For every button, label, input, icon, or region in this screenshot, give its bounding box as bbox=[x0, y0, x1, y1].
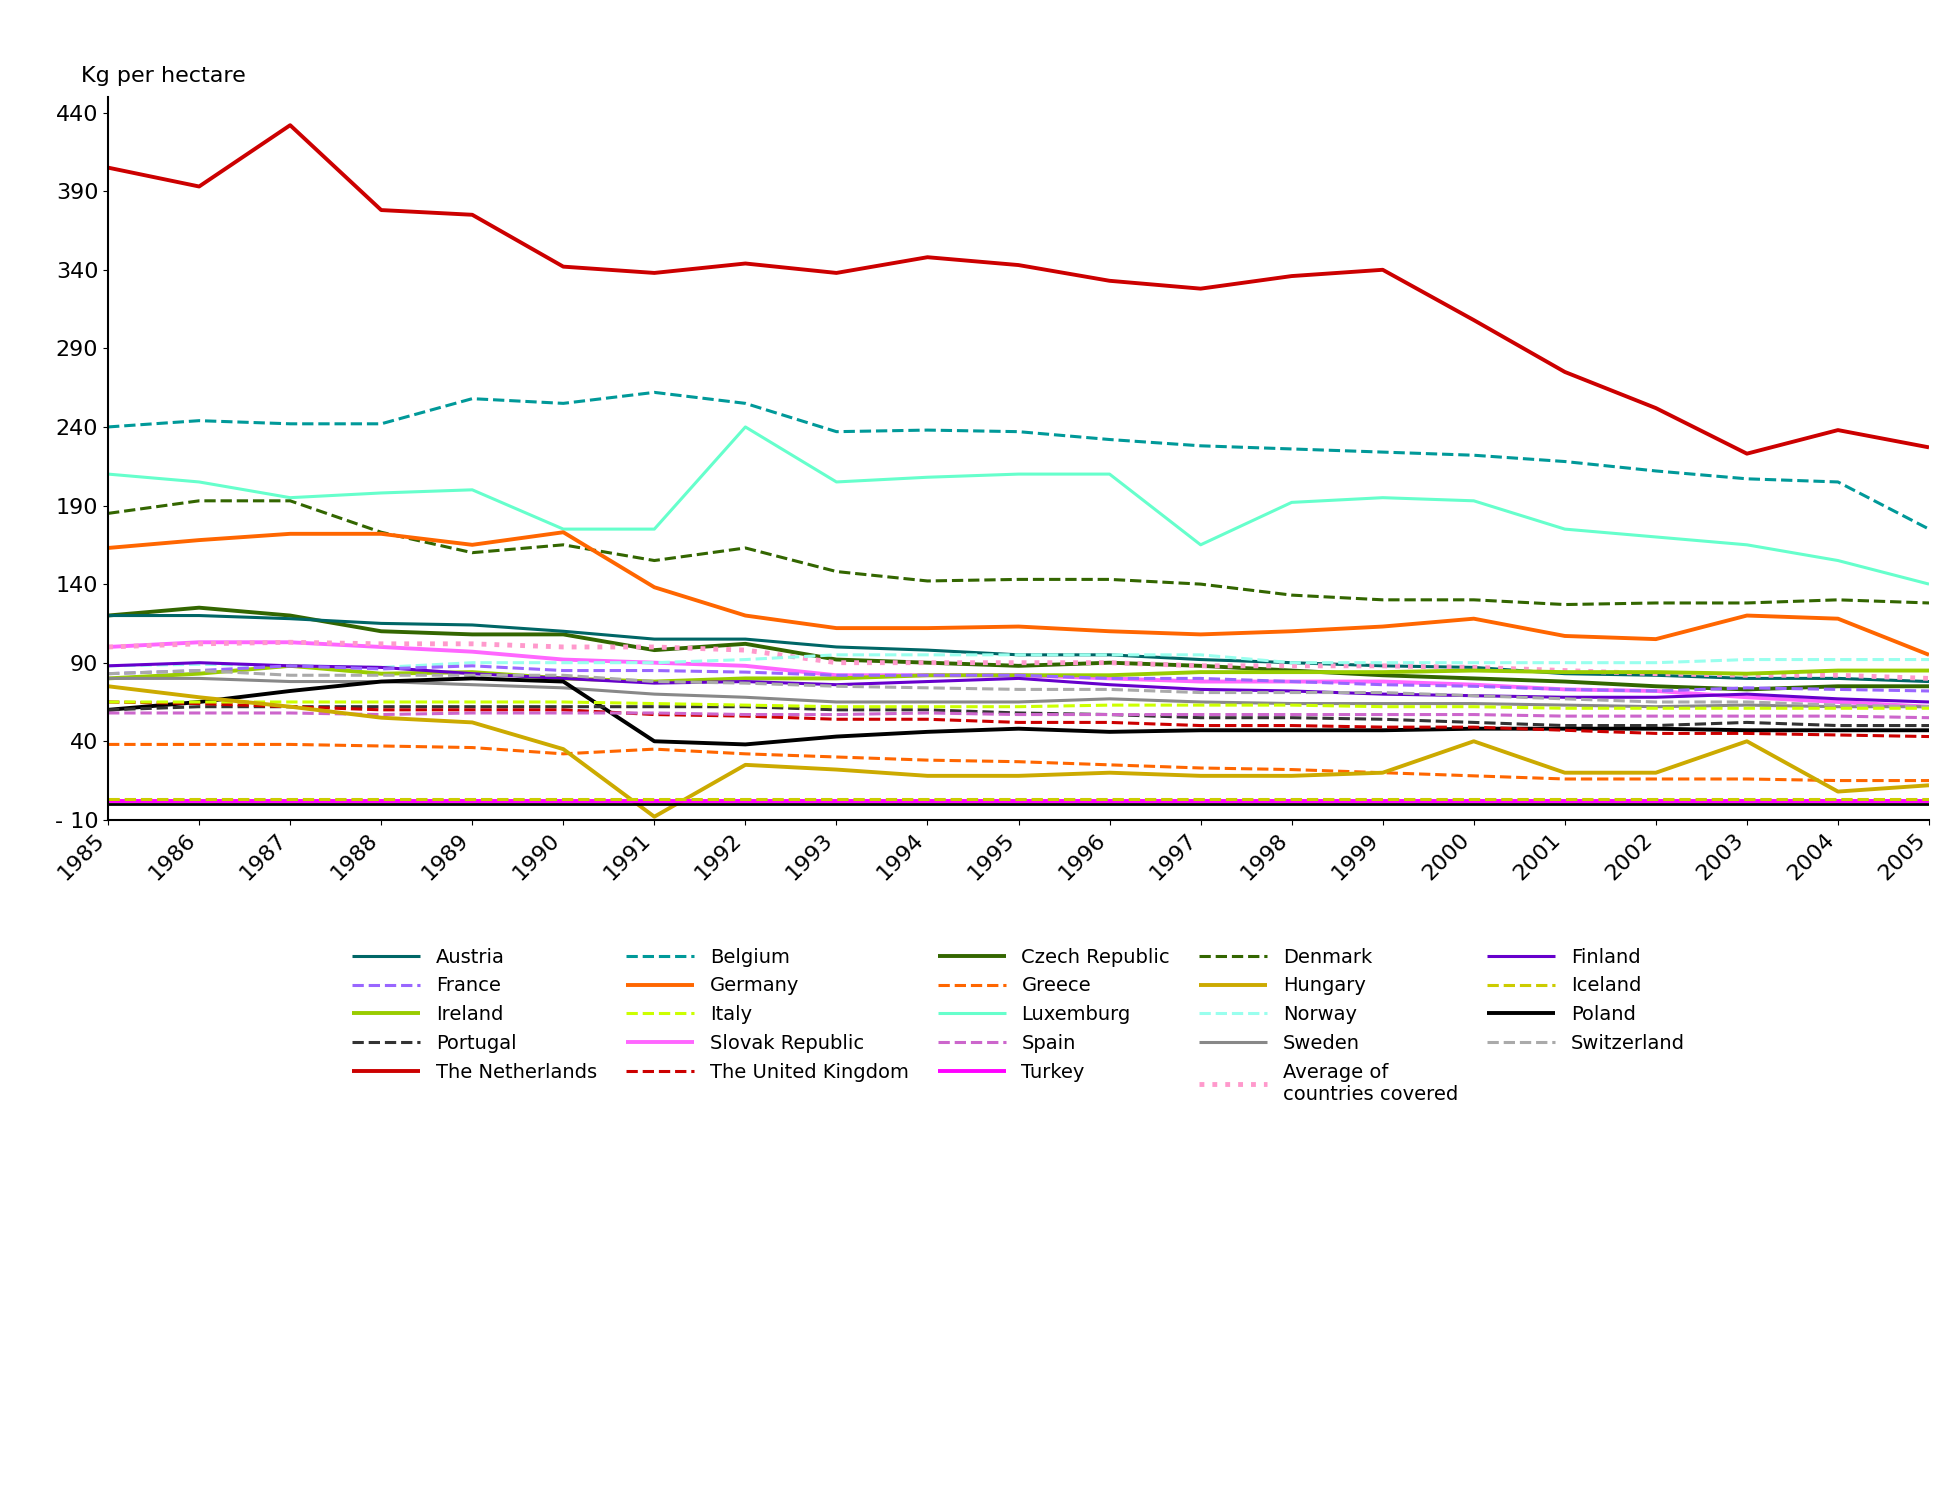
Legend: Austria, France, Ireland, Portugal, The Netherlands, Belgium, Germany, Italy, Sl: Austria, France, Ireland, Portugal, The … bbox=[342, 939, 1695, 1113]
Text: Kg per hectare: Kg per hectare bbox=[82, 66, 245, 86]
